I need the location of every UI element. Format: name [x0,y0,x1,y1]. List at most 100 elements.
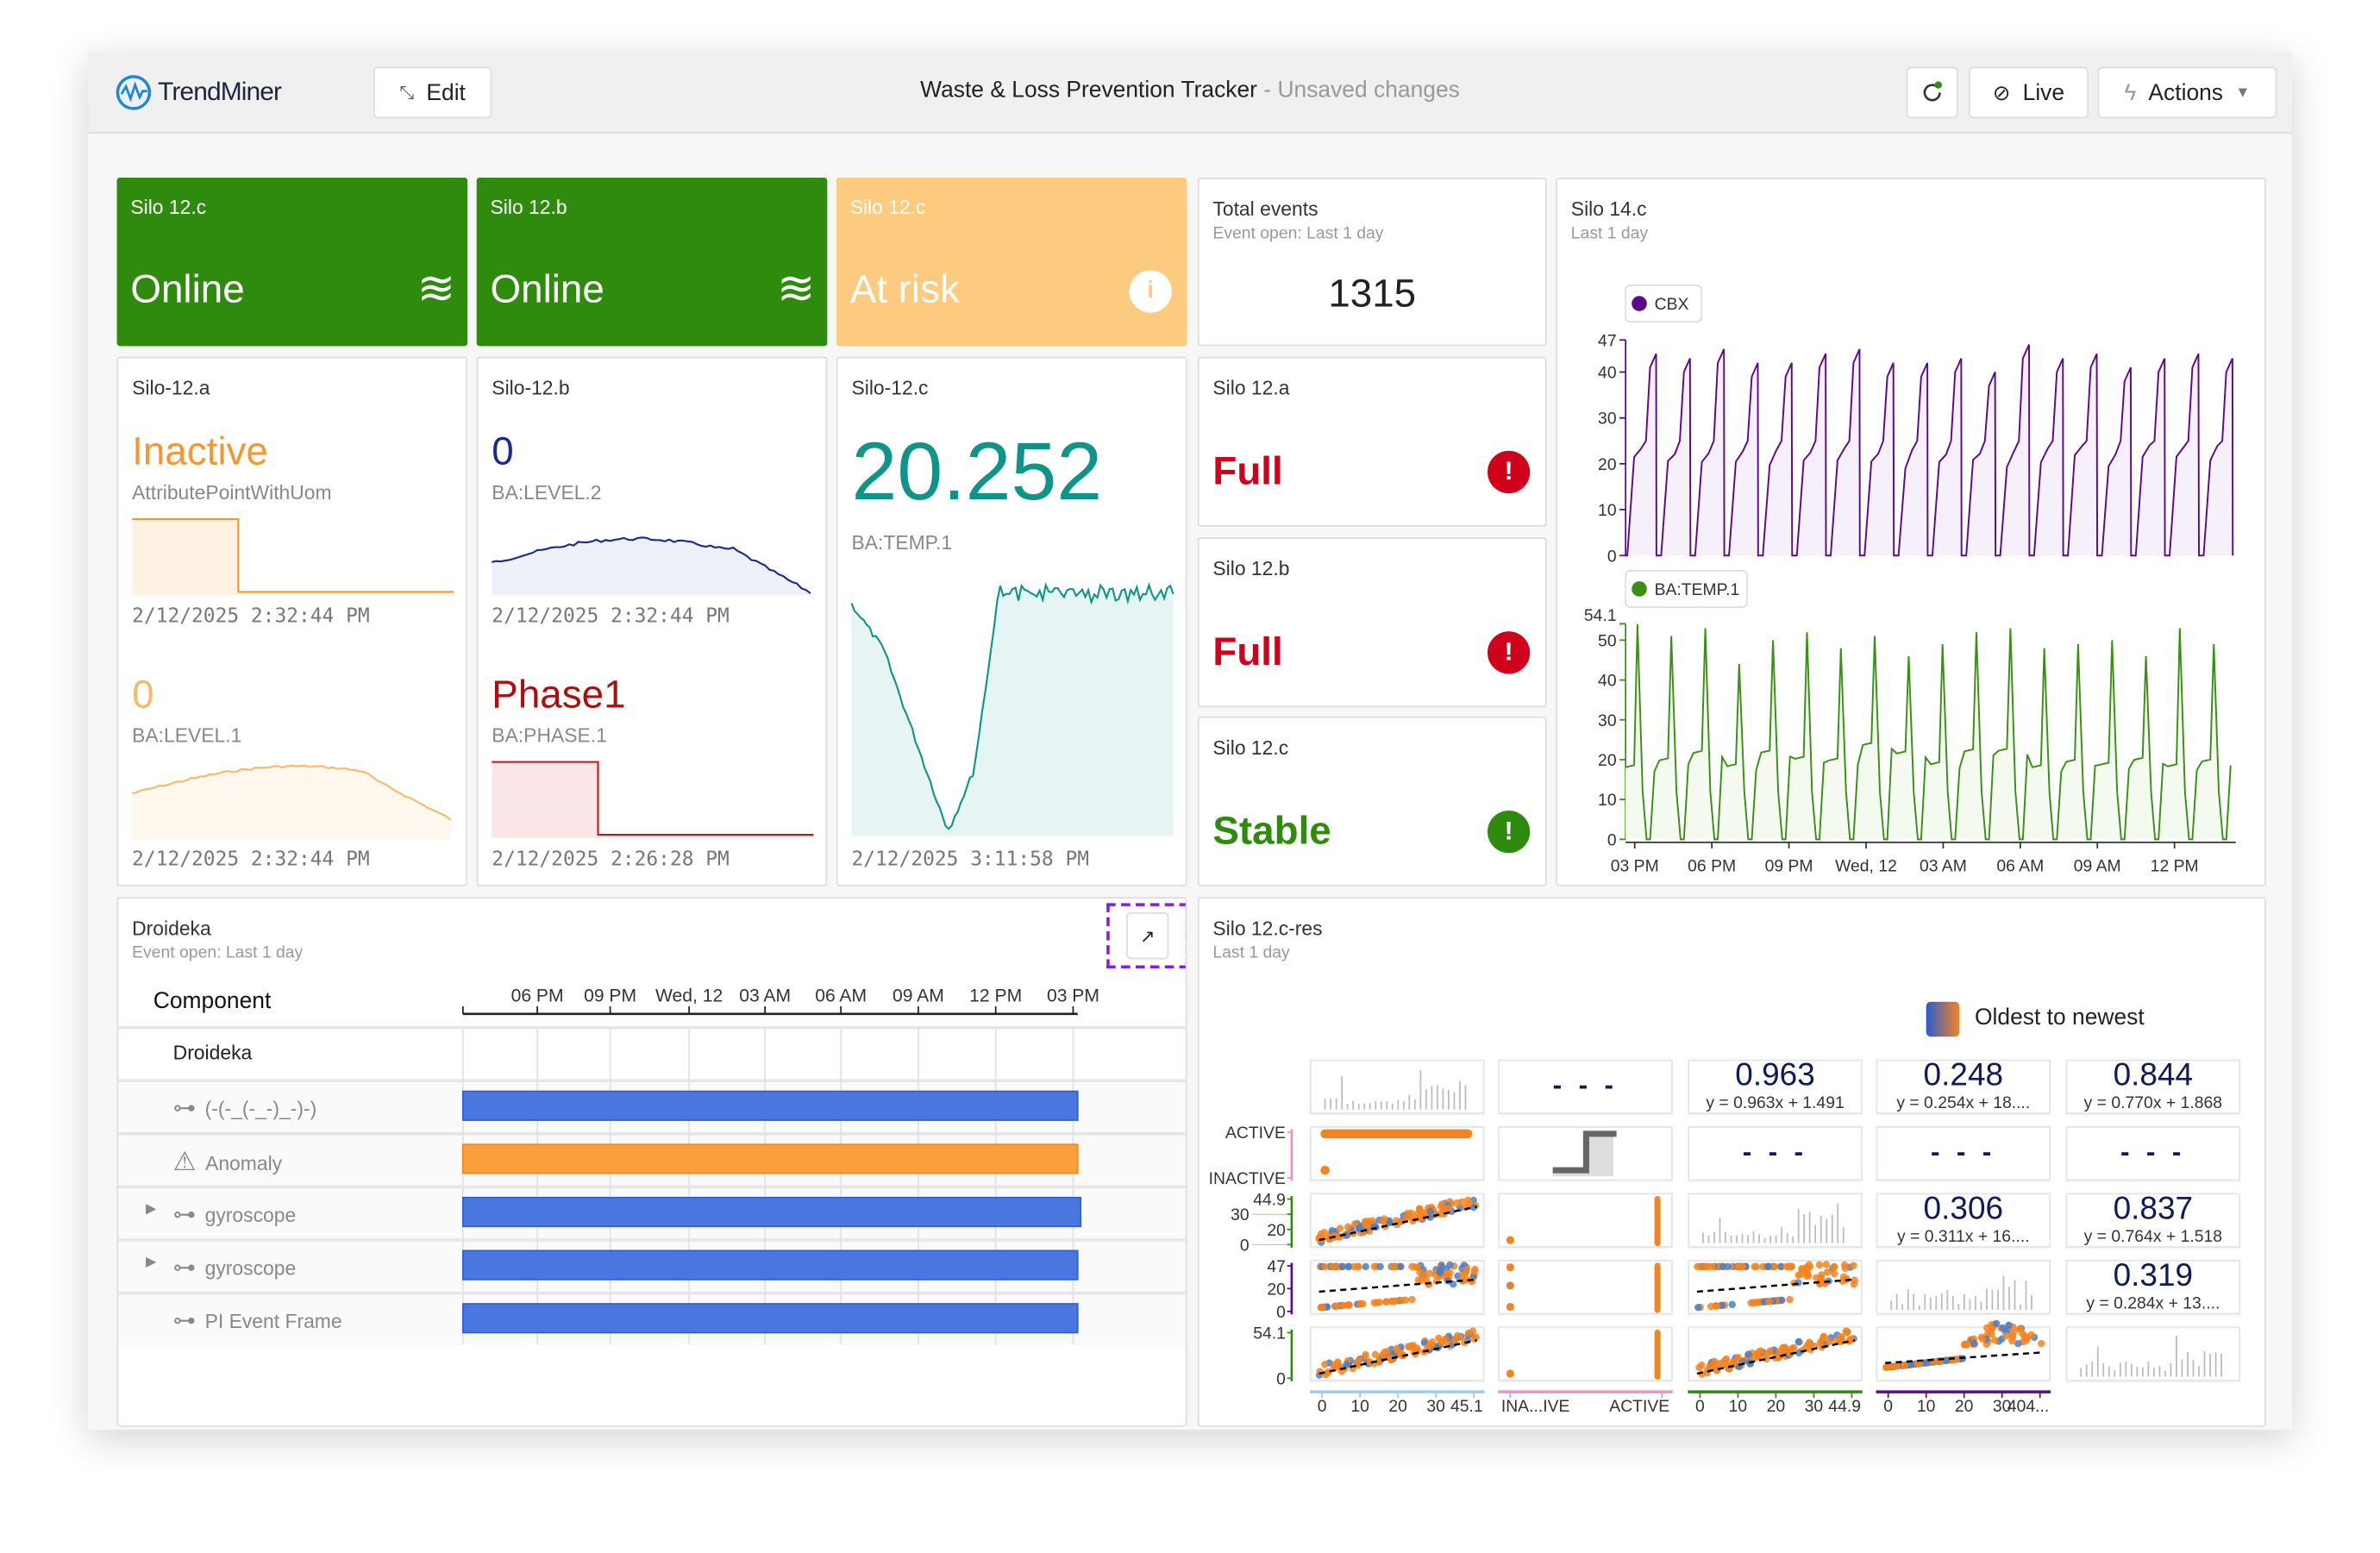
y-tick-label: 54.1 [1584,606,1617,625]
data-point [1412,1344,1421,1352]
droideka-gantt-card[interactable]: Droideka Event open: Last 1 day ↗ Compon… [116,897,1187,1427]
regression-line [1696,1278,1856,1293]
data-point [1418,1276,1425,1284]
open-external-button[interactable]: ↗ [1126,911,1169,960]
live-button[interactable]: ⊘ Live [1968,66,2089,119]
cell-plot [1694,1261,1858,1312]
legend-label: Oldest to newest [1975,1005,2145,1031]
series-ba-temp-1: BA:TEMP.1 0 10 20 30 40 50 54.1 [1584,569,2232,849]
matrix-cell-hist[interactable] [1688,1193,1863,1248]
row-axis-label: 20 [1267,1221,1286,1240]
matrix-cell-corr[interactable]: 0.306 y = 0.311x + 16.... [1876,1192,2051,1248]
matrix-cell-corr[interactable]: 0.844 y = 0.770x + 1.868 [2065,1058,2241,1114]
row-label: Droideka [172,1041,253,1064]
data-point [2023,1334,2031,1342]
no-data-dash: - - - [1742,1137,1808,1168]
matrix-cell-bincol[interactable] [1498,1193,1673,1248]
tile-silo-12c-online[interactable]: Silo 12.c Online ≋ [116,177,468,347]
data-point [1728,1300,1736,1309]
matrix-cell-hist[interactable] [2065,1326,2241,1381]
data-point [1830,1269,1838,1278]
refresh-icon [1923,81,1942,102]
cell-plot [1315,1327,1480,1379]
cell-plot [1695,1327,1857,1378]
no-data-dash: - - - [1930,1137,1996,1168]
card-title: Silo-12.c [851,376,929,399]
sparkline-area [492,761,814,838]
data-point [1381,1215,1388,1223]
data-point [1755,1348,1763,1356]
tile-silo-12b-online[interactable]: Silo 12.b Online ≋ [476,177,828,347]
y-tick-label: 20 [1598,751,1617,770]
card-title: Silo-12.b [492,376,570,399]
data-point [1460,1277,1468,1285]
data-point [1320,1228,1329,1237]
row-label-group: ⊶ gyroscope [173,1254,297,1281]
data-point [1786,1295,1794,1304]
data-point [1383,1348,1391,1356]
cell-plot [1506,1329,1661,1381]
status-card-silo-12a[interactable]: Silo 12.a Full ! [1197,356,1547,527]
status-card-silo-12b[interactable]: Silo 12.b Full ! [1197,537,1547,708]
data-point [1397,1262,1405,1271]
timestamp: 2/12/2025 2:26:28 PM [492,848,730,872]
external-link-icon: ↗ [1139,924,1156,947]
tag-label: BA:TEMP.1 [851,531,953,554]
matrix-cell-bincol[interactable] [1498,1326,1673,1381]
data-point [1806,1338,1813,1346]
matrix-cell-corr[interactable]: 0.837 y = 0.764x + 1.518 [2065,1192,2241,1248]
edit-button[interactable]: ⤡ Edit [373,66,492,119]
card-title: Silo 12.b [1212,556,1290,580]
silo-12a-card[interactable]: Silo-12.a Inactive AttributePointWithUom… [116,356,468,886]
trend-chart[interactable]: CBX 0 10 20 30 40 47 BA:TEMP.1 0 10 20 30 40 50 54.1 03… [1557,179,2266,886]
timestamp: 2/12/2025 2:32:44 PM [492,605,730,629]
silo-12b-card[interactable]: Silo-12.b 0 BA:LEVEL.2 2/12/2025 2:32:44… [476,356,828,886]
data-point [1382,1298,1391,1306]
expand-caret-icon[interactable]: ▶ [145,1200,157,1216]
silo-12c-card[interactable]: Silo-12.c 20.252 BA:TEMP.1 2/12/2025 3:1… [836,356,1187,886]
total-events-value: 1315 [1328,270,1417,316]
row-axis-label: 0 [1276,1369,1286,1388]
status-card-silo-12c[interactable]: Silo 12.c Stable ! [1197,716,1547,886]
data-point [1807,1346,1814,1354]
card-title: Silo 14.c [1570,197,1647,221]
time-tick-label: Wed, 12 [655,986,723,1006]
link-icon: ⊶ [172,1095,197,1122]
inactive-points [1506,1236,1514,1244]
column-axis-label: 0 [1318,1397,1327,1416]
data-point [1695,1363,1703,1372]
silo-14c-chart-card[interactable]: Silo 14.c Last 1 day CBX 0 10 20 30 40 47 BA:TE… [1556,177,2266,886]
column-axis-label: 45.1 [1450,1397,1483,1416]
data-point [1991,1337,1999,1344]
matrix-cell-dash[interactable]: - - - [2065,1126,2241,1181]
data-point [1351,1220,1359,1228]
row-label: gyroscope [204,1202,297,1226]
edit-label: Edit [426,79,466,106]
gantt-row[interactable]: Droideka [118,1025,1186,1080]
data-point [1942,1356,1951,1365]
lightning-icon: ϟ [2124,79,2137,106]
matrix-cell-corr[interactable]: 0.963 y = 0.963x + 1.491 [1688,1058,1863,1114]
actions-button[interactable]: ϟ Actions ▼ [2097,66,2277,119]
matrix-cell-hist[interactable] [1310,1059,1485,1114]
column-axis-label: 10 [1729,1397,1748,1416]
tile-silo-12c-at-risk[interactable]: Silo 12.c At risk i [836,177,1187,347]
data-point [1445,1205,1453,1212]
total-events-card[interactable]: Total events Event open: Last 1 day 1315 [1197,177,1547,347]
refresh-button[interactable] [1906,66,1958,119]
trendminer-logo[interactable]: TrendMiner [116,74,282,110]
row-axis-label: 54.1 [1253,1324,1286,1343]
data-point [1850,1262,1857,1269]
data-point [1437,1338,1445,1346]
matrix-cell-dash[interactable]: - - - [1688,1126,1863,1181]
matrix-cell-dash[interactable]: - - - [1498,1059,1673,1114]
matrix-cell-bincol[interactable] [1498,1259,1673,1315]
regression-equation: y = 0.284x + 13.... [2086,1294,2220,1313]
matrix-cell-hist[interactable] [1876,1259,2051,1315]
unsaved-status: - Unsaved changes [1263,77,1460,103]
scatter-matrix-card[interactable]: Silo 12.c-res Last 1 day Oldest to newes… [1197,897,2266,1427]
matrix-cell-corr[interactable]: 0.248 y = 0.254x + 18.... [1876,1058,2051,1114]
matrix-cell-corr[interactable]: 0.319 y = 0.284x + 13.... [2065,1258,2241,1315]
expand-caret-icon[interactable]: ▶ [145,1253,157,1269]
matrix-cell-dash[interactable]: - - - [1876,1126,2051,1181]
